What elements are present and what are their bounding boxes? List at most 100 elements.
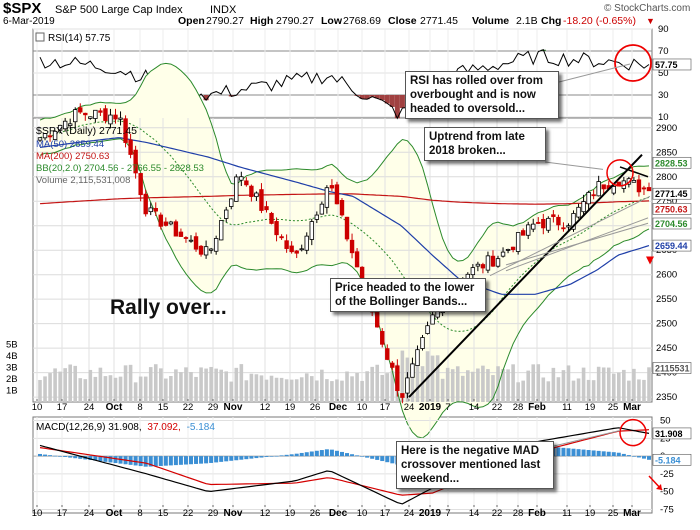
- rsi-y-tick: 30: [658, 90, 669, 101]
- x-tick-label: Oct: [106, 508, 123, 519]
- macd-histogram-bar: [375, 456, 380, 460]
- volume-bar: [123, 365, 128, 402]
- volume-bar: [189, 372, 193, 402]
- volume-bar: [460, 375, 465, 402]
- volume-bar: [606, 367, 611, 402]
- rsi-line: [39, 49, 650, 120]
- high-value: 2790.27: [276, 15, 314, 27]
- macd-histogram-bar: [239, 456, 244, 460]
- volume-bar: [556, 377, 561, 402]
- volume-y-tick: 2B: [6, 374, 18, 385]
- macd-histogram-bar: [636, 456, 641, 458]
- rsi-y-tick: 10: [658, 112, 669, 123]
- x-tick-label: 17: [380, 402, 391, 413]
- rsi-y-tick: 70: [658, 46, 669, 57]
- macd-histogram-bar: [73, 456, 78, 459]
- macd-hist-badge: -5.184: [655, 455, 681, 465]
- ma200-badge: 2750.63: [655, 204, 688, 214]
- macd-label-hist: -5.184: [187, 422, 216, 433]
- candle-body: [420, 337, 425, 349]
- chg-down-icon: ▼: [646, 16, 655, 26]
- candle-body: [188, 239, 194, 242]
- candle-body: [284, 240, 289, 249]
- rsi-oversold-fill: [364, 95, 370, 100]
- index-name: S&P 500 Large Cap Index: [55, 4, 183, 16]
- macd-histogram-bar: [88, 456, 93, 461]
- rsi-oversold-fill: [374, 95, 380, 99]
- volume-bar: [586, 379, 591, 402]
- volume-bar: [103, 376, 108, 402]
- candle-body: [405, 377, 410, 394]
- candle-body: [319, 203, 325, 215]
- rsi-oversold-fill: [379, 95, 385, 101]
- volume-bar: [330, 381, 334, 402]
- x-tick-label: 12: [260, 402, 271, 413]
- volume-bar: [506, 369, 510, 402]
- volume-y-tick: 5B: [6, 339, 18, 350]
- candle-body: [385, 348, 390, 360]
- macd-value-badge-box: [652, 427, 692, 440]
- volume-bar: [93, 376, 98, 402]
- price-y-tick: 2800: [656, 172, 677, 183]
- x-tick-label: 29: [208, 508, 219, 519]
- candle-body: [269, 212, 274, 224]
- ma200-line: [39, 193, 650, 205]
- macd-histogram-bar: [224, 456, 229, 462]
- x-tick-label: 14: [469, 402, 480, 413]
- candle-body: [611, 186, 616, 194]
- volume-bar: [153, 364, 158, 402]
- candle-body: [244, 180, 249, 186]
- volume-bar: [43, 376, 47, 402]
- macd-y-tick: 50: [660, 416, 671, 427]
- macd-arrowhead-icon: [656, 484, 662, 490]
- bb-legend: BB(20,2.0) 2704.56 - 2766.55 - 2828.53: [36, 163, 204, 174]
- bb-lower-badge: 2704.56: [655, 219, 688, 229]
- candle-body: [556, 216, 561, 226]
- candle-body: [596, 181, 601, 197]
- x-tick-label: Dec: [329, 508, 348, 519]
- volume-bar: [118, 376, 123, 402]
- candle-body: [289, 245, 294, 253]
- x-tick-label: 22: [492, 402, 503, 413]
- callout-pointer: [553, 430, 621, 447]
- callout-pointer: [489, 195, 651, 277]
- price-y-tick: 2450: [656, 343, 677, 354]
- x-tick-label: 19: [585, 402, 596, 413]
- open-label: Open: [178, 15, 205, 27]
- price-y-tick: 2500: [656, 319, 677, 330]
- candle-body: [400, 393, 405, 398]
- candle-body: [591, 194, 596, 197]
- symbol-title: $SPX: [3, 0, 41, 17]
- x-tick-label: 28: [513, 508, 524, 519]
- volume-bar: [511, 364, 515, 402]
- x-tick-label: 11: [562, 402, 572, 413]
- candle-body: [576, 206, 581, 218]
- candle-body: [329, 185, 335, 189]
- price-y-tick: 2600: [656, 270, 677, 281]
- bollinger-callout: Price headed to the lower of the Bolling…: [330, 278, 486, 312]
- x-tick-label: 19: [585, 508, 596, 519]
- volume-bar: [284, 379, 289, 402]
- macd-histogram-bar: [294, 453, 299, 457]
- volume-bar: [566, 365, 571, 402]
- ma200-legend: MA(200) 2750.63: [36, 151, 109, 162]
- volume-bar: [164, 378, 168, 402]
- x-tick-label: 2019: [419, 402, 442, 413]
- candle-body: [47, 135, 53, 138]
- rsi-collapse-icon[interactable]: [35, 32, 45, 42]
- callout-pointer: [505, 217, 649, 272]
- macd-histogram-bar: [98, 456, 103, 462]
- macd-histogram-bar: [596, 450, 601, 457]
- macd-y-tick: -75: [660, 504, 674, 515]
- candle-body: [490, 255, 496, 267]
- macd-y-tick: -50: [660, 487, 674, 498]
- volume-badge-box: [652, 362, 692, 374]
- callout-pointer: [558, 63, 631, 83]
- volume-bar: [143, 376, 148, 402]
- macd-histogram-bar: [78, 456, 83, 459]
- macd-histogram-bar: [254, 456, 259, 459]
- macd-histogram-bar: [244, 456, 249, 460]
- volume-bar: [385, 373, 390, 402]
- volume-bar: [279, 377, 284, 402]
- x-tick-label: 7: [445, 508, 450, 519]
